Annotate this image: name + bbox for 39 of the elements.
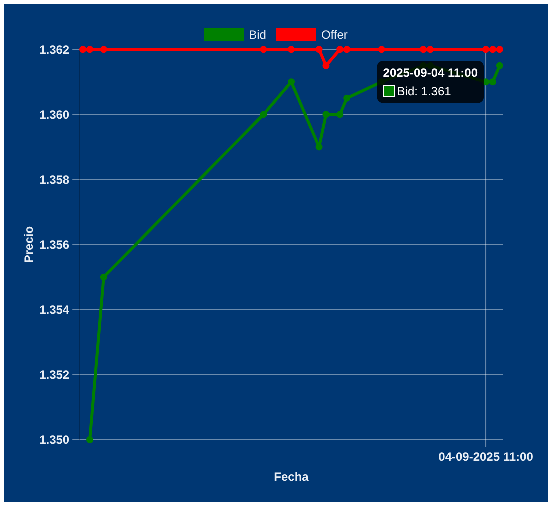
point — [86, 46, 94, 54]
point — [260, 111, 268, 118]
point — [344, 46, 351, 54]
point — [482, 46, 490, 54]
point — [336, 46, 344, 54]
y-tick-label: 1.350 — [40, 433, 70, 448]
y-tick-label: 1.360 — [40, 108, 70, 122]
point — [288, 78, 295, 86]
legend-label: Offer — [321, 28, 348, 42]
annotation: 2025-09-04 11:00 — [383, 66, 478, 80]
point — [489, 78, 496, 86]
point — [420, 46, 428, 54]
point — [344, 94, 351, 102]
y-axis-title: Precio — [22, 226, 36, 264]
y-tick-label: 1.352 — [40, 368, 70, 382]
point — [322, 111, 330, 118]
point — [322, 62, 330, 70]
point — [260, 46, 268, 54]
point — [100, 274, 108, 281]
point — [288, 46, 295, 54]
point — [426, 46, 434, 54]
point — [336, 111, 344, 118]
point — [316, 144, 323, 151]
point — [496, 46, 504, 54]
x-tick-label: 04-09-2025 11:00 — [438, 450, 534, 464]
point — [489, 46, 496, 54]
point — [100, 46, 108, 54]
y-tick-label: 1.354 — [40, 303, 70, 318]
y-tick-label: 1.358 — [40, 172, 70, 187]
x-axis-title: Fecha — [274, 470, 310, 484]
y-tick-label: 1.356 — [40, 238, 70, 252]
legend-label: Bid — [249, 28, 266, 42]
annotation: Bid: 1.361 — [397, 84, 452, 99]
point — [496, 62, 504, 70]
point — [80, 46, 87, 54]
point — [378, 46, 386, 54]
y-tick-label: 1.362 — [40, 42, 70, 57]
point — [86, 436, 94, 444]
point — [316, 46, 323, 54]
